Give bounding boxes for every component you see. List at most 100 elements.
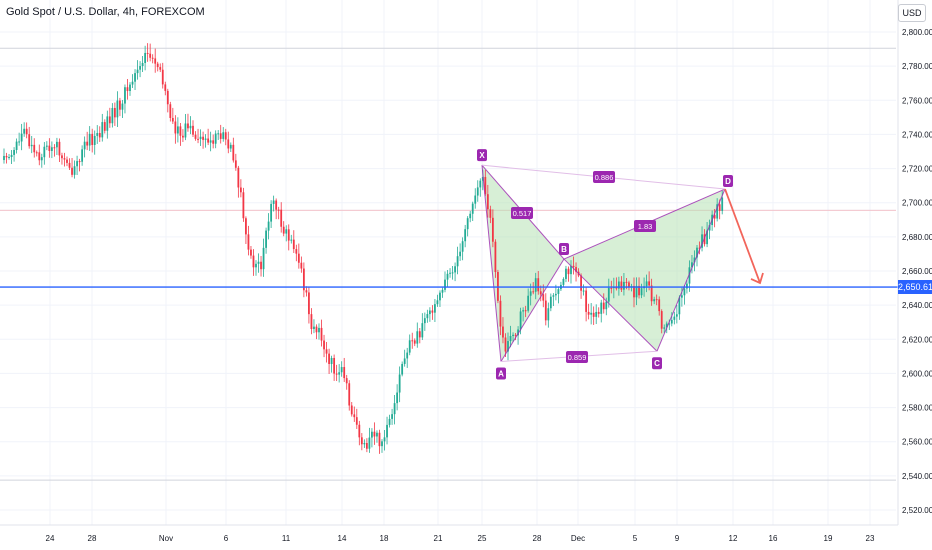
candle-body: [363, 443, 366, 445]
candle-body: [365, 443, 368, 449]
candle-body: [204, 138, 207, 140]
candle-body: [355, 417, 358, 425]
candle-body: [194, 134, 197, 139]
pivot-label-b: [559, 243, 569, 256]
candle-body: [154, 58, 157, 64]
candle-body: [88, 133, 91, 146]
candle-body: [287, 229, 290, 241]
candle-body: [595, 311, 598, 317]
pattern-triangle-bcd: [564, 189, 725, 352]
candle-body: [45, 145, 48, 147]
candle-body: [222, 132, 225, 139]
candle-body: [507, 341, 509, 352]
candle-body: [454, 266, 456, 273]
candle-body: [93, 135, 96, 145]
candle-body: [103, 122, 106, 131]
candle-body: [544, 300, 547, 321]
y-tick-label: 2,540.00: [902, 472, 932, 481]
candle-body: [721, 197, 724, 211]
candle-body: [504, 337, 507, 352]
candle-body: [547, 308, 550, 321]
candle-body: [192, 125, 194, 135]
candle-body: [698, 247, 701, 249]
candle-body: [106, 116, 109, 131]
candle-body: [297, 253, 300, 263]
candle-body: [325, 349, 328, 354]
candlestick-series: [3, 43, 724, 454]
y-tick-label: 2,640.00: [902, 301, 932, 310]
y-tick-label: 2,560.00: [902, 438, 932, 447]
candle-body: [252, 255, 255, 268]
harmonic-pattern[interactable]: [482, 165, 725, 362]
candle-body: [13, 149, 15, 155]
pattern-edge-bc: [563, 258, 658, 352]
candle-body: [509, 335, 512, 342]
candle-body: [436, 300, 439, 305]
candle-body: [151, 57, 154, 59]
candle-body: [108, 116, 111, 124]
time-axis[interactable]: 24 28 Nov 6 11 14 18 21 25 28 Dec 5 9 12 16 19 23: [0, 524, 898, 543]
candle-body: [43, 146, 46, 158]
price-axis[interactable]: 2,800.00 2,780.00 2,760.00 2,740.00 2,720.00…: [897, 0, 932, 550]
candle-body: [441, 289, 444, 293]
currency-selector[interactable]: USD: [898, 4, 926, 22]
candle-body: [232, 144, 235, 161]
candle-body: [28, 134, 31, 147]
candle-body: [83, 141, 86, 150]
candle-body: [340, 367, 343, 373]
candle-body: [257, 261, 260, 264]
candle-body: [449, 272, 451, 274]
candle-body: [272, 200, 275, 204]
candle-body: [486, 194, 489, 210]
horizontal-reference-lines: [0, 47, 896, 481]
candle-body: [345, 378, 348, 384]
pivot-label-x: [477, 149, 487, 162]
pattern-overlay[interactable]: X A B C D 0.517 0.886 1.83 0.859: [0, 149, 898, 380]
candle-body: [159, 67, 162, 70]
candle-body: [484, 176, 487, 195]
candle-body: [260, 261, 262, 270]
candle-body: [68, 162, 71, 168]
candle-body: [3, 155, 5, 161]
candle-body: [680, 295, 683, 298]
candle-body: [141, 62, 144, 67]
candle-body: [464, 229, 467, 242]
candle-body: [494, 241, 497, 272]
candle-body: [209, 140, 212, 143]
candle-body: [149, 53, 152, 58]
candle-body: [50, 147, 53, 151]
candle-body: [310, 314, 313, 330]
x-tick-label: 28: [88, 534, 97, 543]
candle-body: [439, 292, 441, 301]
candle-body: [383, 437, 386, 442]
ratio-label-bg: [511, 207, 533, 219]
candle-body: [91, 133, 94, 145]
candle-body: [199, 136, 202, 139]
current-price-label: 2,650.61: [898, 280, 932, 295]
candle-body: [713, 214, 716, 219]
candle-body: [474, 195, 477, 204]
pattern-edge-ab: [500, 258, 565, 362]
candle-body: [217, 133, 220, 135]
candle-body: [413, 340, 416, 344]
candle-body: [625, 281, 628, 283]
candle-body: [489, 209, 492, 218]
candle-body: [121, 103, 124, 110]
candle-body: [8, 157, 10, 159]
candle-body: [444, 279, 446, 290]
candle-body: [333, 357, 336, 374]
candle-body: [428, 310, 431, 315]
x-tick-label: 16: [769, 534, 778, 543]
x-tick-label: 19: [824, 534, 833, 543]
candle-body: [335, 373, 338, 375]
y-tick-label: 2,720.00: [902, 165, 932, 174]
price-axis-bg: [898, 0, 932, 550]
candle-body: [514, 334, 517, 336]
candle-body: [224, 132, 227, 140]
candle-body: [476, 187, 479, 196]
x-tick-label: 21: [434, 534, 443, 543]
candle-body: [542, 294, 545, 301]
candle-body: [391, 414, 393, 419]
candle-body: [670, 319, 673, 324]
